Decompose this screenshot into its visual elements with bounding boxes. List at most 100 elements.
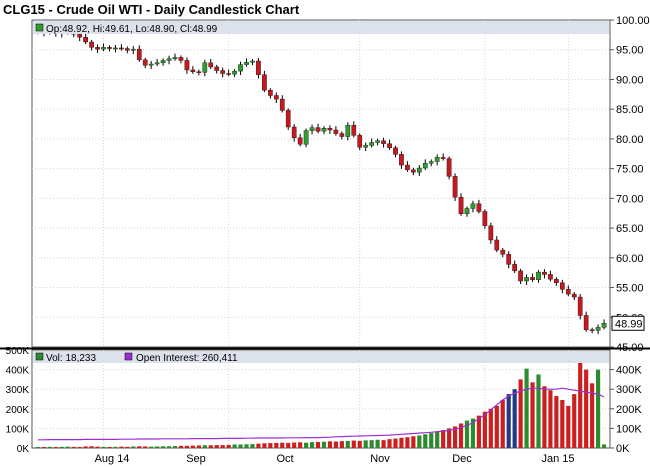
y-tick-label: 80.00 (616, 134, 644, 146)
volume-bar (149, 446, 154, 448)
candle-body (345, 125, 351, 137)
volume-bar (482, 411, 487, 448)
candle-body (148, 63, 154, 66)
volume-bar (554, 396, 559, 448)
candle-body (113, 47, 118, 50)
volume-bar (506, 394, 511, 448)
candle-body (601, 323, 607, 328)
volume-bar (458, 423, 464, 448)
volume-y-tick-label-left: 100K (6, 424, 30, 435)
volume-bar (578, 361, 583, 448)
volume-y-tick-label-right: 100K (616, 423, 642, 435)
volume-bar (95, 446, 100, 448)
candle-body (536, 271, 541, 281)
volume-bar (560, 399, 565, 448)
volume-bar (166, 446, 172, 448)
volume-bar (524, 368, 529, 448)
volume-bar (542, 386, 547, 448)
candle-body (589, 329, 595, 331)
volume-y-tick-label-right: 200K (616, 404, 642, 416)
volume-bar (143, 446, 148, 448)
volume-bar (351, 440, 356, 448)
ohlc-legend-text: Op:48.92, Hi:49.61, Lo:48.90, Cl:48.99 (46, 24, 218, 35)
volume-y-tick-label-right: 0K (616, 443, 630, 455)
volume-bar (572, 394, 577, 448)
candle-body (369, 142, 374, 146)
volume-bar (119, 446, 124, 448)
volume-bar (387, 439, 392, 448)
open-interest-line (38, 387, 605, 441)
candle-body (142, 59, 148, 66)
volume-bar (65, 446, 70, 448)
candle-body (363, 145, 369, 148)
candle-body (303, 130, 309, 145)
x-tick-label: Nov (370, 453, 390, 465)
candle-body (107, 47, 112, 49)
candle-body (470, 203, 476, 209)
candle-body (89, 41, 94, 48)
candle-body (494, 239, 500, 251)
candle-body (83, 37, 88, 43)
candle-body (393, 147, 398, 155)
ohlc-legend-swatch (35, 23, 44, 32)
candle-body (518, 270, 523, 282)
volume-bar (357, 440, 362, 448)
volume-bar (47, 446, 52, 448)
candle-body (565, 289, 571, 295)
volume-bar (292, 442, 297, 448)
volume-bar (77, 447, 82, 448)
volume-bar (232, 444, 237, 448)
volume-bar (411, 436, 416, 448)
candle-body (214, 66, 220, 71)
volume-bar (113, 446, 118, 448)
volume-bar (59, 446, 64, 448)
volume-bar (327, 441, 333, 448)
candle-body (333, 129, 339, 134)
y-tick-label: 75.00 (616, 164, 644, 176)
candle-body (583, 315, 589, 330)
volume-bar (429, 433, 434, 448)
volume-bar (393, 438, 398, 448)
y-tick-label: 85.00 (616, 104, 644, 116)
volume-bar (304, 442, 309, 448)
y-tick-label: 95.00 (616, 45, 644, 57)
candle-body (238, 64, 243, 72)
volume-bar (137, 446, 142, 448)
volume-bar (375, 439, 380, 448)
volume-bar (226, 444, 231, 448)
candle-body (130, 48, 136, 51)
y-tick-label: 45.00 (616, 342, 644, 354)
candle-body (559, 282, 565, 290)
volume-bar (35, 447, 41, 448)
volume-bar (71, 446, 76, 448)
candle-body (595, 327, 601, 331)
candle-body (476, 203, 482, 212)
candle-body (488, 225, 494, 241)
volume-bar (536, 374, 541, 448)
candle-body (327, 128, 333, 131)
candle-body (315, 127, 321, 132)
volume-bar (584, 369, 589, 448)
volume-legend-swatch (35, 352, 44, 361)
candle-body (387, 143, 392, 149)
price-legend-bar (33, 21, 609, 34)
candle-body (273, 95, 279, 100)
open-interest-legend-text: Open Interest: 260,411 (136, 353, 238, 364)
volume-bar (315, 441, 321, 448)
volume-bar (214, 445, 219, 448)
candle-body (411, 169, 416, 173)
volume-bar (601, 444, 607, 448)
volume-bar (470, 418, 476, 448)
volume-bar (178, 445, 184, 448)
volume-bar (452, 426, 458, 448)
volume-y-tick-label-right: 400K (616, 365, 642, 377)
candle-body (262, 74, 267, 91)
volume-bar (399, 437, 404, 448)
volume-bar (309, 442, 315, 448)
candle-body (524, 277, 529, 282)
candle-body (226, 73, 231, 75)
candle-body (220, 70, 226, 74)
volume-bar (101, 446, 106, 448)
candle-body (256, 60, 261, 75)
candle-body (500, 249, 506, 255)
